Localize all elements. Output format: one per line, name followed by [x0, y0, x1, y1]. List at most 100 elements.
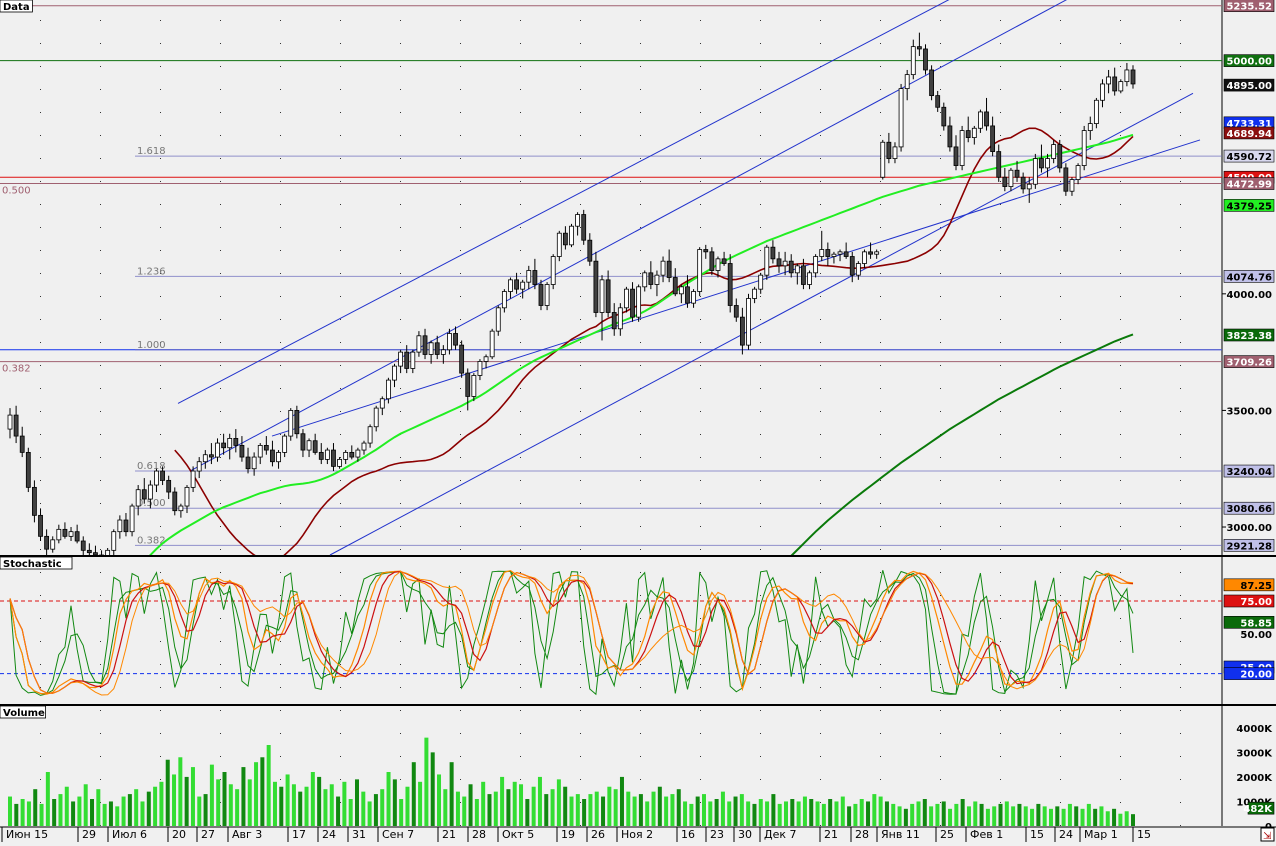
grid-dot — [460, 66, 461, 67]
grid-dot — [340, 342, 341, 343]
volume-bar — [430, 752, 435, 826]
grid-dot — [460, 181, 461, 182]
channel-line — [189, 0, 1068, 472]
volume-bar — [1074, 806, 1079, 826]
grid-dot — [1000, 20, 1001, 21]
volume-bar — [291, 784, 296, 826]
volume-bar — [336, 796, 341, 826]
candle-body — [672, 277, 678, 295]
x-tick-label: 29 — [82, 828, 96, 841]
grid-dot — [100, 112, 101, 113]
candle-body — [44, 535, 50, 550]
candle-body — [880, 141, 886, 178]
candle-body — [910, 46, 916, 76]
volume-bar — [386, 772, 391, 826]
volume-bar — [411, 762, 416, 826]
grid-dot — [700, 434, 701, 435]
grid-dot — [760, 480, 761, 481]
corner-button[interactable]: ⇲ — [1260, 827, 1275, 842]
grid-dot — [940, 480, 941, 481]
price-badge: 3823.38 — [1223, 328, 1275, 342]
grid-dot — [640, 756, 641, 757]
grid-dot — [1180, 89, 1181, 90]
candle-body — [93, 552, 98, 555]
volume-bar — [1030, 808, 1035, 826]
grid-dot — [520, 20, 521, 21]
grid-dot — [1180, 526, 1181, 527]
grid-dot — [40, 779, 41, 780]
grid-dot — [100, 388, 101, 389]
grid-dot — [280, 411, 281, 412]
grid-dot — [1180, 641, 1181, 642]
grid-dot — [340, 411, 341, 412]
grid-dot — [820, 779, 821, 780]
grid-dot — [220, 388, 221, 389]
grid-dot — [1060, 20, 1061, 21]
candle-body — [788, 260, 794, 274]
grid-dot — [1060, 43, 1061, 44]
grid-dot — [1180, 825, 1181, 826]
grid-dot — [520, 641, 521, 642]
grid-dot — [40, 411, 41, 412]
candle-body — [123, 519, 129, 533]
stoch-panel-title-label: Stochastic — [3, 559, 62, 570]
volume-bar — [462, 796, 467, 826]
stoch-badge-label: 58.85 — [1240, 618, 1272, 629]
grid-dot — [1180, 204, 1181, 205]
grid-dot — [760, 135, 761, 136]
candle-body — [630, 288, 635, 318]
volume-bar — [228, 784, 233, 826]
volume-bar — [96, 789, 101, 826]
volume-bar — [272, 781, 277, 826]
grid-dot — [400, 135, 401, 136]
grid-dot — [280, 112, 281, 113]
grid-dot — [700, 710, 701, 711]
volume-last-bg — [1247, 801, 1275, 815]
candle-body — [477, 361, 483, 376]
grid-dot — [40, 296, 41, 297]
volume-bar — [71, 801, 76, 826]
volume-bar — [727, 801, 732, 826]
grid-dot — [100, 181, 101, 182]
grid-dot — [460, 89, 461, 90]
grid-dot — [220, 664, 221, 665]
volume-bar — [519, 784, 524, 826]
candle-body — [654, 274, 660, 285]
grid-dot — [940, 710, 941, 711]
candle-body — [678, 286, 684, 295]
price-badge-bg — [1223, 177, 1275, 190]
candle-body — [398, 351, 404, 367]
candle-body — [215, 442, 220, 458]
grid — [40, 20, 1181, 826]
grid-dot — [820, 342, 821, 343]
volume-bar — [714, 799, 719, 826]
grid-dot — [700, 756, 701, 757]
volume-bar — [474, 799, 479, 826]
volume-bar — [689, 803, 694, 826]
grid-dot — [700, 204, 701, 205]
volume-bar — [64, 786, 69, 826]
x-tick-label: Фев 1 — [970, 828, 1003, 841]
corner-button-bg[interactable] — [1260, 827, 1275, 842]
volume-tick-label: 2000K — [1236, 773, 1273, 784]
grid-dot — [220, 756, 221, 757]
grid-dot — [1000, 66, 1001, 67]
candle-body — [898, 88, 904, 148]
grid-dot — [160, 710, 161, 711]
grid-dot — [460, 480, 461, 481]
grid-dot — [220, 66, 221, 67]
volume-bar — [556, 779, 561, 826]
volume-bar — [443, 789, 448, 826]
candle-body — [703, 249, 709, 253]
grid-dot — [640, 480, 641, 481]
grid-dot — [700, 319, 701, 320]
grid-dot — [1060, 549, 1061, 550]
x-tick-label: 21 — [442, 828, 456, 841]
volume-bar — [437, 774, 442, 826]
grid-dot — [400, 756, 401, 757]
grid-dot — [700, 20, 701, 21]
grid-dot — [760, 43, 761, 44]
x-tick-label: 15 — [1030, 828, 1044, 841]
grid-dot — [340, 595, 341, 596]
volume-bar — [834, 801, 839, 826]
